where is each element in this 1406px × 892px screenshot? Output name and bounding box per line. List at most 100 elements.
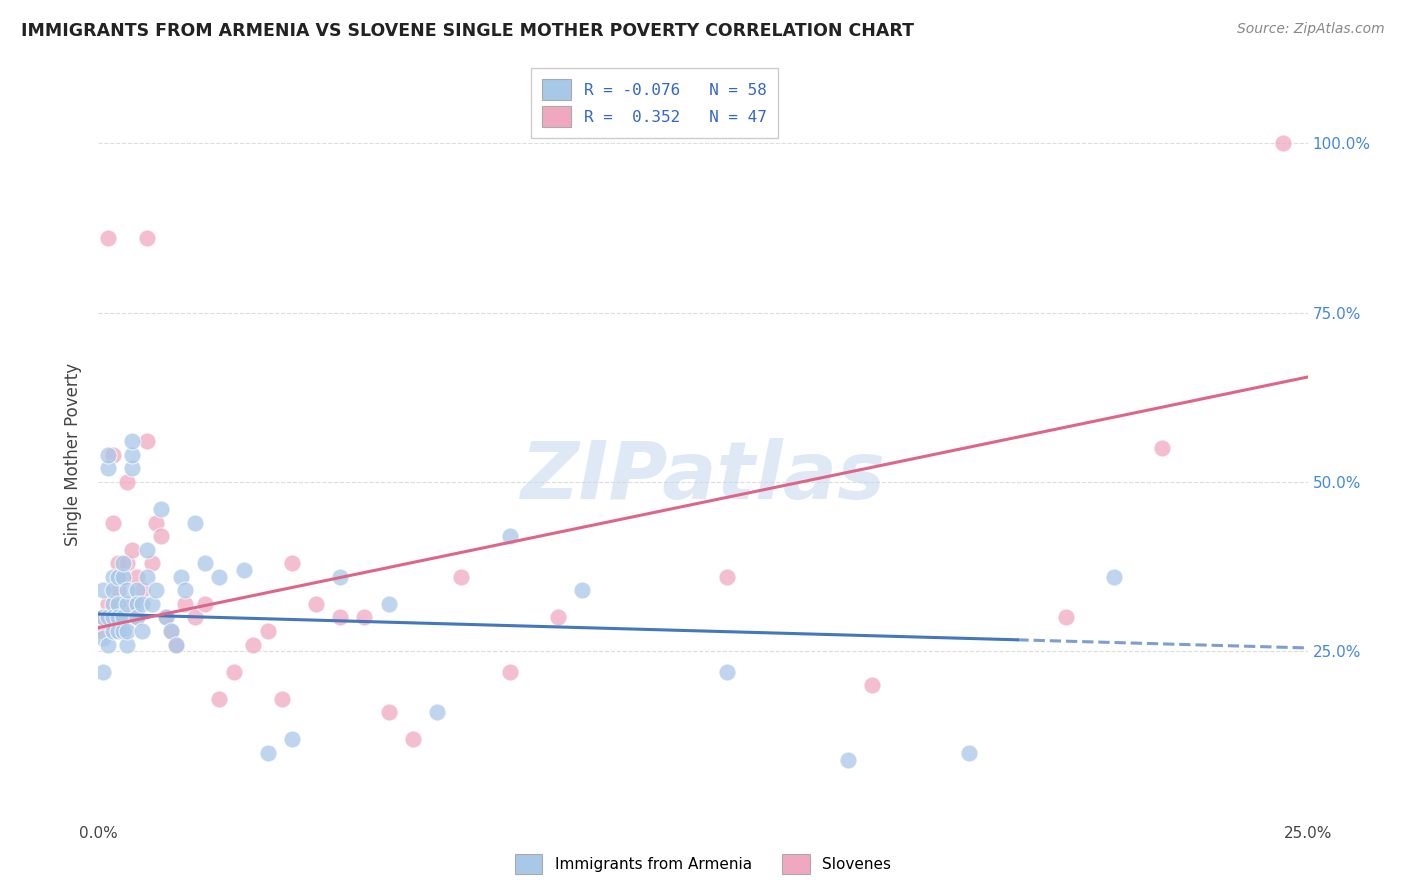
Point [101,570,124,584]
Point [97,461,120,475]
Point [111,624,134,638]
Text: ZIPatlas: ZIPatlas [520,438,886,516]
Point [131,583,153,598]
Point [127,597,149,611]
Point [101,624,124,638]
Point [101,583,124,598]
Point [547,610,569,624]
Point [107,597,129,611]
Legend: Immigrants from Armenia, Slovenes: Immigrants from Armenia, Slovenes [509,848,897,880]
Point [135,231,157,245]
Y-axis label: Single Mother Poverty: Single Mother Poverty [65,363,83,547]
Point [174,583,197,598]
Point [498,529,520,543]
Point [377,597,399,611]
Point [957,746,980,760]
Point [329,570,352,584]
Point [131,624,153,638]
Point [1152,441,1174,455]
Point [1102,570,1125,584]
Point [450,570,472,584]
Point [101,516,124,530]
Point [208,691,231,706]
Point [121,448,143,462]
Point [91,610,114,624]
Point [232,563,254,577]
Point [127,610,149,624]
Point [97,231,120,245]
Point [111,570,134,584]
Point [208,570,231,584]
Point [222,665,245,679]
Point [127,610,149,624]
Point [165,638,187,652]
Point [107,556,129,570]
Point [194,556,217,570]
Point [165,638,187,652]
Point [117,638,139,652]
Point [121,542,143,557]
Point [97,448,120,462]
Point [127,570,149,584]
Point [329,610,352,624]
Point [107,570,129,584]
Point [107,624,129,638]
Point [194,597,217,611]
Point [155,610,177,624]
Point [281,732,304,747]
Point [117,597,139,611]
Point [91,610,114,624]
Point [111,610,134,624]
Point [101,448,124,462]
Point [1054,610,1077,624]
Point [107,610,129,624]
Point [860,678,883,692]
Point [117,583,139,598]
Legend: R = -0.076   N = 58, R =  0.352   N = 47: R = -0.076 N = 58, R = 0.352 N = 47 [531,68,778,137]
Point [498,665,520,679]
Point [135,434,157,449]
Point [160,624,183,638]
Point [121,434,143,449]
Point [145,516,167,530]
Point [160,624,183,638]
Point [256,746,278,760]
Point [837,753,859,767]
Point [150,529,173,543]
Point [121,597,143,611]
Point [571,583,593,598]
Point [1272,136,1295,151]
Point [271,691,294,706]
Point [97,638,120,652]
Point [242,638,264,652]
Point [135,570,157,584]
Point [107,583,129,598]
Point [91,624,114,638]
Point [91,583,114,598]
Point [91,665,114,679]
Point [305,597,328,611]
Point [716,665,738,679]
Point [353,610,375,624]
Point [184,610,207,624]
Point [184,516,207,530]
Point [127,583,149,598]
Point [131,597,153,611]
Point [281,556,304,570]
Point [256,624,278,638]
Point [117,556,139,570]
Point [145,583,167,598]
Point [169,570,191,584]
Point [135,542,157,557]
Point [97,610,120,624]
Point [117,624,139,638]
Point [377,706,399,720]
Point [117,475,139,489]
Point [111,610,134,624]
Point [716,570,738,584]
Point [91,631,114,645]
Point [101,597,124,611]
Point [111,556,134,570]
Point [174,597,197,611]
Text: IMMIGRANTS FROM ARMENIA VS SLOVENE SINGLE MOTHER POVERTY CORRELATION CHART: IMMIGRANTS FROM ARMENIA VS SLOVENE SINGL… [21,22,914,40]
